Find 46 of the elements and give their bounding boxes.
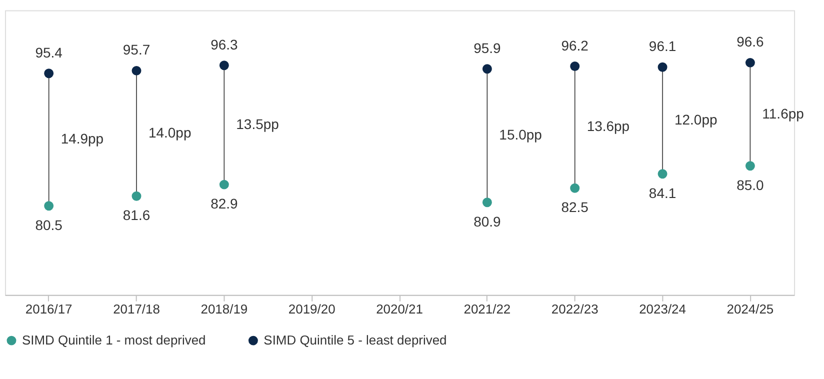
data-label: 96.3 [210,36,238,52]
data-label: 82.9 [210,196,238,212]
point [658,169,668,179]
point [219,60,229,70]
annotation: 14.0pp [148,124,192,140]
legend-label: SIMD Quintile 5 - least deprived [264,332,447,348]
point [745,58,755,68]
data-label: 81.6 [122,207,150,224]
point [132,191,142,201]
x-tick-label: 2022/23 [551,301,598,316]
annotation: 14.9pp [60,130,104,147]
x-tick-label: 2021/22 [464,301,511,316]
point [658,62,668,72]
data-label: 95.7 [122,42,150,58]
data-label: 80.9 [474,213,502,230]
data-label: 80.5 [35,216,63,233]
x-tick-label: 2017/18 [113,301,160,316]
point [44,68,54,78]
annotation: 15.0pp [499,126,542,143]
data-label: 95.9 [474,40,502,56]
point [132,66,142,76]
point [219,180,229,190]
data-label: 85.0 [736,176,764,193]
point [570,62,580,71]
annotation: 13.5pp [236,116,280,132]
data-label: 96.2 [561,37,589,54]
x-tick-label: 2016/17 [25,301,72,316]
data-label: 95.4 [35,44,63,60]
data-label: 96.1 [648,38,676,54]
x-tick-label: 2024/25 [726,301,774,316]
legend-label: SIMD Quintile 1 - most deprived [22,332,206,348]
annotation: 13.6pp [586,118,630,134]
annotation: 12.0pp [674,112,718,128]
point [482,198,492,208]
annotation: 11.6pp [762,105,804,122]
data-label: 82.5 [561,199,589,216]
x-tick-label: 2023/24 [639,301,686,316]
x-tick-label: 2019/20 [288,301,336,316]
point [44,201,54,211]
point [745,161,755,171]
data-label: 84.1 [648,184,676,201]
x-tick-label: 2020/21 [376,301,423,316]
data-label: 96.6 [736,34,764,50]
x-tick-label: 2018/19 [200,301,248,316]
point [570,183,580,193]
point [482,64,492,74]
